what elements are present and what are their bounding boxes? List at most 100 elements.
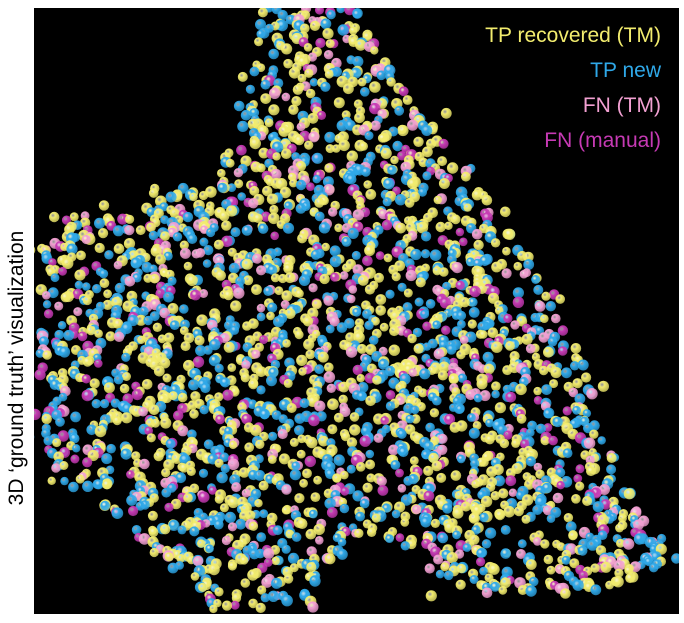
particle <box>286 403 297 413</box>
particle <box>477 321 488 332</box>
particle <box>354 528 364 538</box>
particle <box>597 436 606 445</box>
particle <box>55 416 65 427</box>
particle <box>260 79 271 90</box>
particle <box>284 201 293 210</box>
particle <box>442 281 452 291</box>
particle <box>375 294 387 305</box>
particle <box>494 402 506 414</box>
particle <box>295 289 304 298</box>
particle <box>321 242 330 252</box>
particle <box>349 26 358 35</box>
particle <box>281 92 291 102</box>
particle <box>117 213 129 225</box>
particle <box>543 346 554 358</box>
particle <box>128 505 139 517</box>
particle <box>249 548 260 560</box>
particle <box>209 604 218 614</box>
particle <box>209 338 221 351</box>
particle <box>196 314 208 327</box>
particle <box>328 207 338 217</box>
particle <box>402 302 413 313</box>
particle <box>600 561 612 573</box>
particle <box>269 87 281 100</box>
particle <box>592 501 604 513</box>
particle <box>362 309 372 319</box>
particle <box>570 343 582 354</box>
particle <box>548 435 558 446</box>
particle <box>200 382 211 394</box>
particle <box>338 394 348 404</box>
particle <box>379 322 389 332</box>
particle <box>220 463 230 474</box>
particle <box>391 509 401 519</box>
particle <box>568 531 578 541</box>
particle <box>565 521 577 533</box>
particle <box>266 375 277 387</box>
particle <box>437 433 448 444</box>
particle <box>374 272 384 283</box>
particle <box>327 398 339 411</box>
particle <box>35 349 45 358</box>
particle <box>343 83 354 95</box>
particle <box>468 427 480 439</box>
particle <box>425 590 437 602</box>
particle <box>310 492 321 502</box>
particle <box>240 578 251 588</box>
particle <box>294 425 305 436</box>
particle <box>168 519 180 531</box>
particle <box>69 433 80 444</box>
particle <box>308 283 318 293</box>
particle <box>466 257 475 267</box>
particle <box>187 429 197 440</box>
particle <box>257 585 267 595</box>
particle <box>266 311 275 321</box>
particle <box>616 538 625 548</box>
particle <box>590 584 602 596</box>
particle <box>582 496 593 506</box>
particle <box>131 389 143 401</box>
particle <box>62 257 74 270</box>
particle <box>422 321 432 331</box>
particle <box>422 171 432 181</box>
particle <box>387 165 397 175</box>
particle <box>270 231 279 241</box>
particle <box>113 260 123 270</box>
particle <box>322 176 334 188</box>
particle <box>81 389 94 402</box>
particle <box>420 516 432 528</box>
particle <box>334 223 343 233</box>
particle <box>167 303 179 314</box>
particle <box>276 19 288 32</box>
particle <box>390 155 399 165</box>
particle <box>69 212 79 222</box>
particle <box>324 362 334 373</box>
particle <box>281 594 293 607</box>
particle <box>221 235 233 247</box>
particle <box>349 412 360 422</box>
particle <box>72 444 81 453</box>
particle <box>324 131 336 143</box>
particle <box>63 329 75 341</box>
particle <box>222 389 234 401</box>
particle <box>180 341 191 352</box>
particle <box>190 391 201 402</box>
particle <box>86 325 96 336</box>
particle <box>500 525 511 535</box>
particle <box>446 344 457 355</box>
particle <box>587 539 599 551</box>
particle <box>189 409 199 419</box>
particle <box>60 292 71 303</box>
particle <box>281 484 292 495</box>
particle <box>198 491 210 503</box>
particle <box>482 351 494 363</box>
particle <box>314 400 326 412</box>
particle <box>103 289 112 299</box>
particle <box>131 525 142 535</box>
particle <box>237 120 249 132</box>
particle <box>248 379 259 390</box>
particle <box>397 282 407 292</box>
particle <box>163 291 174 303</box>
particle <box>73 307 83 317</box>
particle <box>169 208 180 219</box>
